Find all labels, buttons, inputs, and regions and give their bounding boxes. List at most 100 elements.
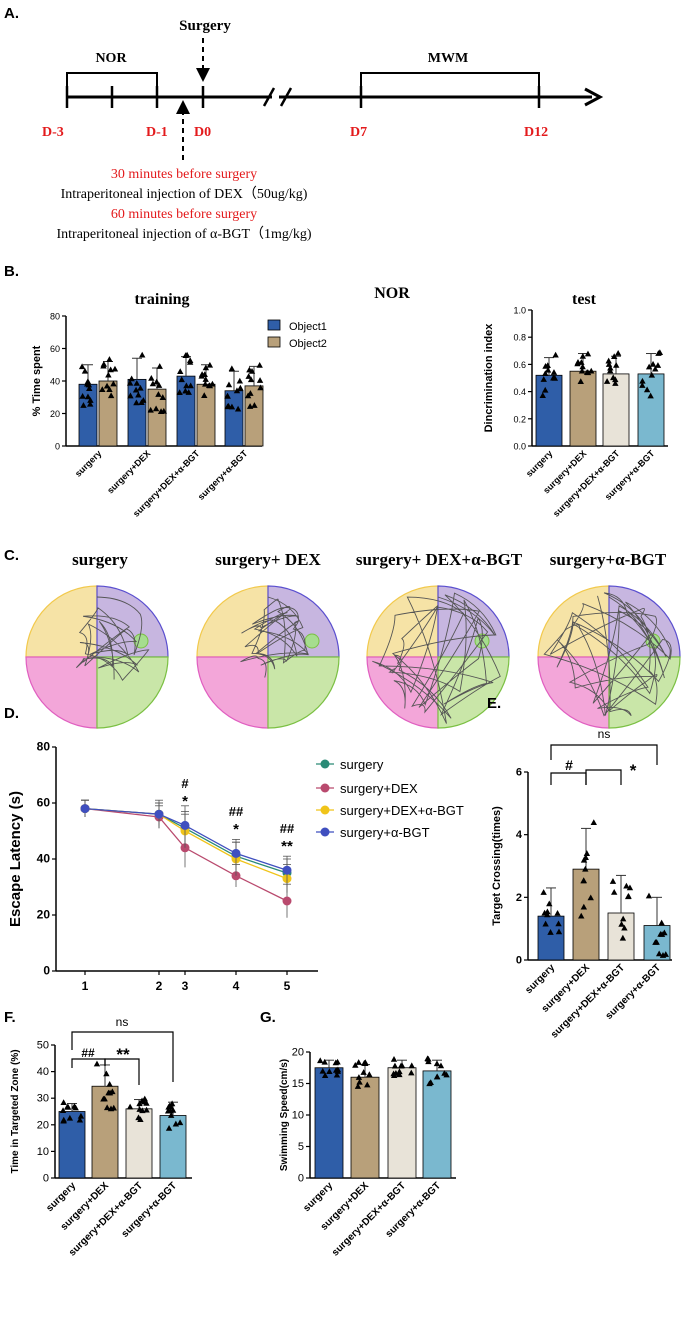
data-point [135,1114,142,1121]
data-point [317,1057,324,1064]
data-point [362,1060,369,1066]
maze-quadrant [25,656,98,729]
data-point [577,378,584,384]
y-axis-label: Time in Targeted Zone (%) [10,1049,21,1173]
data-point [136,1106,143,1112]
data-point [580,903,588,910]
data-point [147,406,154,413]
data-point [555,928,563,935]
y-tick-label: 0.6 [513,360,526,370]
y-tick-label: 40 [37,1066,49,1078]
data-point [657,931,664,937]
panel-b-letter: B. [4,263,19,280]
mwm-label: MWM [428,51,468,66]
data-point [127,392,134,399]
data-point [225,402,232,409]
panel-a: A. Surgery NOR MWM D-3 D-1 D0 D7 D12 [4,5,604,242]
data-point [202,364,210,371]
data-point [201,392,208,399]
sig-label: ns [116,1015,129,1029]
data-point [155,391,162,397]
data-point [426,1080,433,1087]
data-point [539,392,546,398]
panel-g-letter: G. [260,1009,276,1026]
data-point [133,380,140,386]
data-point [183,382,190,389]
data-point [99,386,106,393]
data-point [574,359,582,365]
sig-bracket [550,772,587,785]
data-point [621,924,628,931]
data-point [547,929,554,935]
legend-marker [320,759,330,769]
day-label: D12 [524,125,548,140]
data-point [159,394,166,400]
series-line [84,807,288,874]
data-point [425,1055,432,1062]
data-point [356,1078,363,1085]
data-point [321,1058,328,1065]
y-tick-label: 50 [37,1040,49,1052]
y-tick-label: 0 [55,442,60,452]
legend-marker [320,783,330,793]
y-tick-label: 0.8 [513,333,526,343]
maze-quadrant [537,656,610,729]
maze-title: surgery [72,550,128,569]
data-point [87,397,94,403]
data-point [546,900,553,907]
data-point [198,371,206,377]
day-label: D-1 [146,125,168,140]
sig-bracket [585,769,622,785]
note-2: Intraperitoneal injection of DEX（50ug/kg… [61,186,308,202]
data-point [177,368,184,374]
data-point [334,1058,341,1065]
bar [535,374,563,447]
data-point [76,1116,84,1123]
y-tick-label: 30 [37,1093,49,1105]
data-point [352,1061,359,1068]
data-point [85,381,93,388]
maze-quadrant [537,585,610,658]
data-point [639,382,646,388]
data-point [77,1112,85,1119]
data-point [156,363,163,369]
data-point [433,1060,441,1067]
data-point [606,367,614,374]
data-point [550,369,558,375]
y-tick-label: 0 [516,955,522,967]
data-point [182,387,189,394]
significance-hash: ## [229,804,244,819]
y-tick-label: 0.2 [513,414,526,424]
data-point [164,1107,172,1114]
data-point [544,366,552,373]
maze-quadrant [366,656,439,729]
test-chart: 0.0 0.2 0.4 0.6 0.8 1.0 Dincrimination index su… [483,306,668,519]
data-point [111,365,119,372]
data-point [579,363,586,370]
data-point [364,1081,371,1088]
data-point [165,1125,173,1131]
data-point [132,386,140,393]
data-point [408,1069,415,1076]
bar [196,383,216,447]
data-point [443,1071,450,1078]
sig-label: * [630,761,637,780]
swim-path [372,592,501,724]
data-point [433,1073,441,1080]
swim-path [240,596,310,678]
data-point [110,1104,117,1111]
y-tick-label: 80 [37,740,51,754]
data-point [237,384,244,391]
data-point [540,889,547,895]
maze-quadrant [608,585,681,658]
data-point [128,375,135,382]
maze-quadrant [196,656,269,729]
sig-label: ns [598,727,611,741]
data-point [619,915,627,922]
y-tick-label: 10 [37,1146,49,1158]
data-point [360,1069,367,1075]
mwm-bracket [360,72,540,86]
escape-latency-chart: 0 20 40 60 80 Escape Latency (s) 1 2 3 4 5 # * ## * ## *… [7,740,464,994]
nor-label: NOR [95,51,127,66]
y-tick-label: 20 [37,908,51,922]
